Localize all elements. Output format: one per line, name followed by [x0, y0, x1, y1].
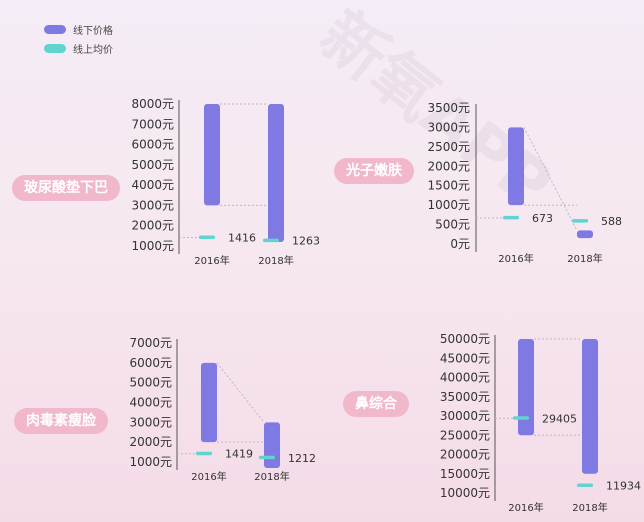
procedure-label-botox-slimming: 肉毒素瘦脸 [14, 408, 108, 434]
chart-panel-3: 7000元6000元5000元4000元3000元2000元1000元14192… [129, 336, 316, 483]
offline-price-bar-2 [268, 104, 284, 242]
y-tick-label: 1000元 [427, 198, 470, 212]
offline-price-bar-2 [582, 339, 598, 474]
y-tick-label: 6000元 [129, 356, 172, 370]
x-tick-label-2: 2018年 [567, 252, 602, 265]
charts-layer: 8000元 7000元 6000元 5000元 4000元 3000元 2000元 1000元… [129, 97, 641, 514]
y-tick-label: 7000元 [131, 117, 174, 131]
x-tick-label-1: 2016年 [191, 470, 226, 483]
y-tick-label: 7000元 [129, 336, 172, 350]
x-tick-label-1: 2016年 [508, 501, 543, 514]
y-tick-label: 35000元 [440, 390, 490, 404]
y-tick-label: 4000元 [131, 178, 174, 192]
online-average-marker-2 [263, 238, 279, 243]
chart-panel-4: 50000元 45000元 40000元 35000元 30000元 25000元 2000… [440, 332, 641, 514]
online-average-marker-1 [503, 215, 519, 220]
online-average-marker-1 [196, 451, 212, 456]
y-tick-label: 1000元 [131, 239, 174, 253]
y-tick-label: 3500元 [427, 101, 470, 115]
procedure-label-chin-filler: 玻尿酸垫下巴 [12, 175, 120, 201]
y-tick-label: 500元 [435, 218, 470, 232]
online-average-label-2: 11934 [606, 480, 641, 493]
online-average-marker-1 [513, 416, 529, 420]
y-tick-label: 40000元 [440, 371, 490, 385]
x-tick-label-1: 2016年 [498, 252, 533, 265]
x-tick-label-2: 2018年 [258, 254, 293, 267]
y-tick-label: 8000元 [131, 97, 174, 111]
y-tick-label: 3000元 [427, 120, 470, 134]
offline-price-bar-2 [264, 422, 280, 468]
online-average-label-1: 1416 [228, 232, 256, 245]
offline-price-bar-2 [577, 230, 593, 239]
y-tick-label: 5000元 [131, 158, 174, 172]
online-average-marker-2 [577, 483, 593, 488]
offline-price-bar-1 [201, 362, 217, 443]
online-average-label-2: 588 [601, 215, 622, 228]
y-tick-label: 1000元 [129, 455, 172, 469]
chart-panel-2: 3500元 3000元 2500元 2000元 1500元 1000元 500元 0元 673 2… [427, 101, 622, 265]
y-tick-label: 0元 [450, 237, 470, 251]
procedure-label-rhinoplasty: 鼻综合 [343, 391, 409, 417]
y-tick-label: 4000元 [129, 396, 172, 410]
chart-panel-1: 8000元 7000元 6000元 5000元 4000元 3000元 2000元 1000元… [131, 97, 320, 267]
guide-line-top [523, 127, 578, 231]
y-tick-label: 20000元 [440, 448, 490, 462]
offline-price-bar-1 [508, 127, 524, 206]
online-average-label-1: 673 [532, 212, 553, 225]
x-tick-label-2: 2018年 [572, 501, 607, 514]
y-tick-label: 45000元 [440, 351, 490, 365]
online-average-label-1: 1419 [225, 448, 253, 461]
y-tick-label: 2000元 [129, 435, 172, 449]
y-tick-label: 30000元 [440, 409, 490, 423]
y-tick-label: 3000元 [131, 198, 174, 212]
y-tick-label: 6000元 [131, 138, 174, 152]
legend-label-online: 线上均价 [73, 44, 113, 56]
legend-swatch-online [44, 43, 66, 53]
legend-swatch-offline [44, 24, 66, 34]
y-tick-label: 25000元 [440, 428, 490, 442]
online-average-label-2: 1263 [292, 235, 320, 248]
y-tick-label: 50000元 [440, 332, 490, 346]
y-tick-label: 15000元 [440, 467, 490, 481]
y-tick-label: 2000元 [131, 219, 174, 233]
guide-line-top [216, 362, 265, 423]
online-average-label-1: 29405 [542, 412, 577, 425]
legend: 线下价格 线上均价 [44, 20, 113, 58]
legend-item-offline: 线下价格 [44, 20, 113, 38]
online-average-marker-2 [259, 455, 275, 460]
y-tick-label: 10000元 [440, 486, 490, 500]
online-average-label-2: 1212 [288, 452, 316, 465]
y-tick-label: 3000元 [129, 415, 172, 429]
online-average-marker-2 [572, 219, 588, 223]
y-tick-label: 5000元 [129, 376, 172, 390]
offline-price-bar-1 [518, 339, 534, 436]
y-tick-label: 1500元 [427, 179, 470, 193]
y-tick-label: 2000元 [427, 159, 470, 173]
online-average-marker-1 [199, 235, 215, 240]
x-tick-label-2: 2018年 [254, 470, 289, 483]
y-tick-label: 2500元 [427, 140, 470, 154]
legend-label-offline: 线下价格 [73, 25, 113, 37]
offline-price-bar-1 [204, 104, 220, 206]
x-tick-label-1: 2016年 [194, 254, 229, 267]
procedure-label-photorejuvenation: 光子嫩肤 [334, 158, 414, 184]
legend-item-online: 线上均价 [44, 39, 113, 57]
